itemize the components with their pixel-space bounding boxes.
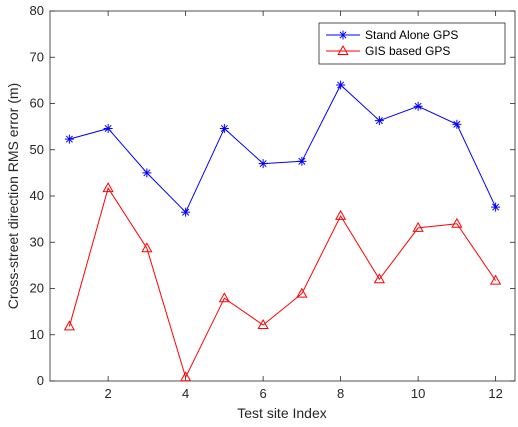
data-point (142, 168, 152, 178)
x-axis-label: Test site Index (237, 405, 327, 421)
legend-entry: Stand Alone GPS (326, 28, 458, 42)
data-point (258, 159, 268, 169)
x-tick-label: 6 (260, 386, 267, 401)
data-point (257, 319, 269, 330)
y-tick-label: 30 (30, 234, 44, 249)
y-tick-label: 70 (30, 49, 44, 64)
legend-label: GIS based GPS (365, 44, 450, 58)
plot-area (49, 10, 516, 382)
x-tick-label: 4 (182, 386, 189, 401)
series-line (69, 84, 497, 214)
x-tick-label: 2 (105, 386, 112, 401)
legend-entry: GIS based GPS (326, 44, 450, 58)
legend: Stand Alone GPS GIS based GPS (318, 22, 506, 65)
asterisk-stroke (337, 81, 345, 89)
data-point (296, 287, 308, 298)
asterisk-stroke (143, 169, 151, 177)
data-point (218, 292, 230, 303)
y-tick-label: 40 (30, 188, 44, 203)
x-tick-label: 12 (488, 386, 502, 401)
data-point (413, 101, 423, 111)
y-tick-label: 0 (37, 373, 44, 388)
data-point (336, 80, 346, 90)
asterisk-stroke (65, 135, 73, 143)
series-line (68, 186, 497, 379)
asterisk-stroke (298, 157, 306, 165)
series-layer (63, 80, 502, 382)
y-tick-label: 50 (30, 142, 44, 157)
data-point (63, 320, 75, 331)
x-tick-label: 10 (411, 386, 425, 401)
asterisk-stroke (339, 31, 347, 39)
x-tick-label: 8 (337, 386, 344, 401)
series-2 (63, 182, 502, 382)
asterisk-stroke (453, 120, 461, 128)
legend-marker (337, 44, 349, 55)
asterisk-stroke (375, 117, 383, 125)
data-point (374, 116, 384, 126)
asterisk-stroke (104, 124, 112, 133)
data-point (412, 221, 424, 232)
y-tick-label: 20 (30, 281, 44, 296)
y-axis: 0 10 20 30 40 50 60 70 80 (30, 3, 515, 388)
x-axis: 2 4 6 8 10 12 (105, 11, 503, 401)
data-point (373, 273, 385, 284)
asterisk-stroke (259, 160, 267, 168)
data-point (141, 242, 153, 253)
y-axis-label: Cross-street direction RMS error (m) (5, 83, 21, 309)
data-point (180, 371, 192, 382)
asterisk-stroke (182, 208, 190, 216)
legend-label: Stand Alone GPS (365, 28, 458, 42)
data-point (102, 182, 114, 193)
legend-box (318, 22, 506, 65)
data-point (64, 134, 74, 144)
y-tick-label: 80 (30, 3, 44, 18)
series-1 (64, 80, 501, 217)
asterisk-stroke (492, 203, 500, 211)
asterisk-stroke (414, 102, 422, 110)
data-point (335, 209, 347, 220)
data-point (491, 202, 501, 212)
data-point (297, 156, 307, 166)
data-point (103, 123, 113, 133)
data-point (451, 217, 463, 228)
y-tick-label: 10 (30, 327, 44, 342)
data-point (490, 274, 502, 285)
y-tick-label: 60 (30, 96, 44, 111)
data-point (181, 207, 191, 217)
legend-marker (338, 30, 348, 40)
data-point (219, 123, 229, 133)
data-point (452, 119, 462, 129)
asterisk-stroke (220, 124, 228, 133)
